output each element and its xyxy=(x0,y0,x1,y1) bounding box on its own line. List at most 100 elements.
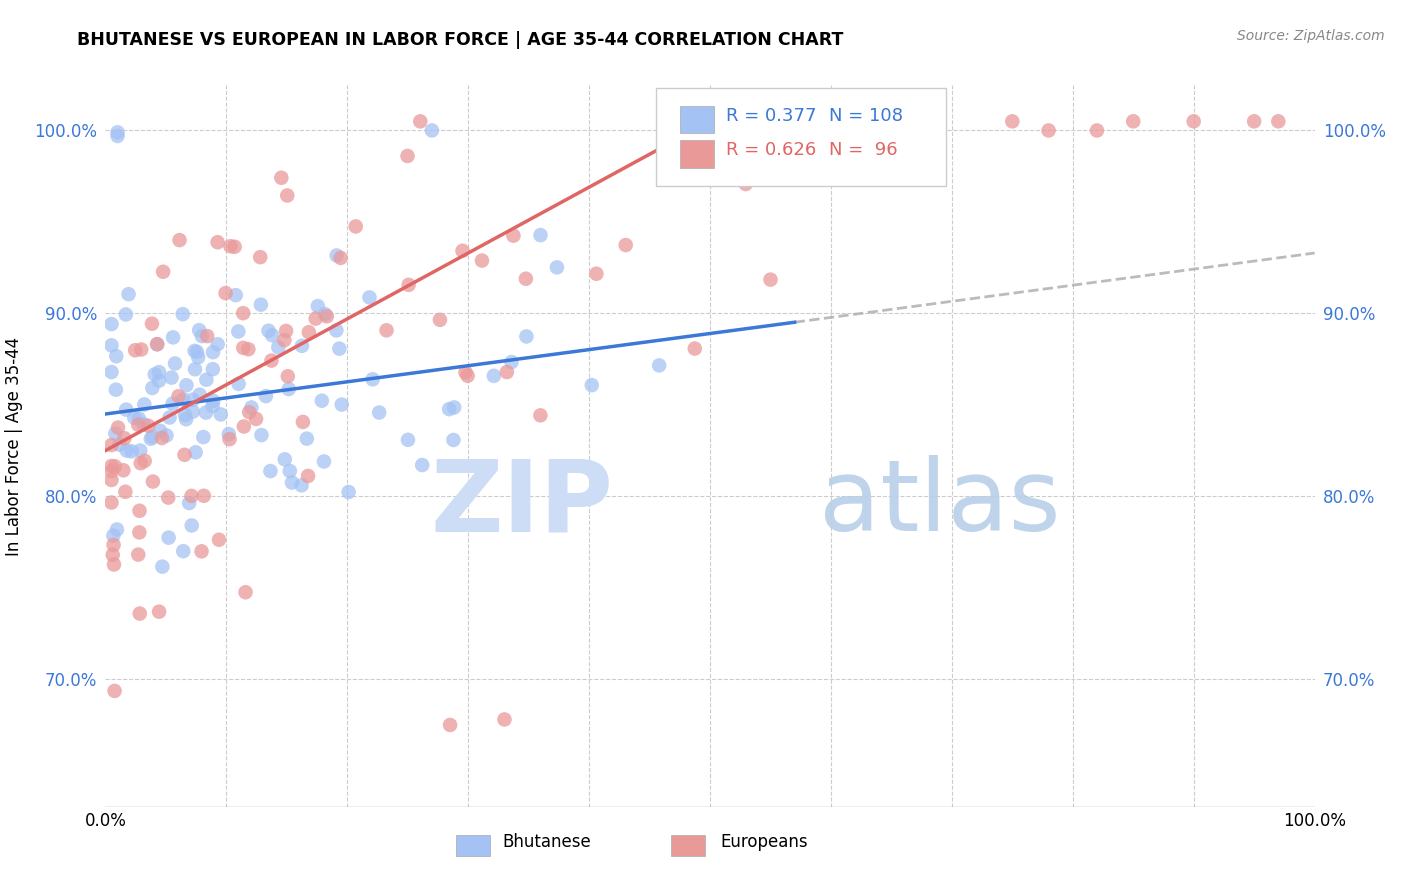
Point xyxy=(201,362,224,376)
FancyBboxPatch shape xyxy=(655,88,946,186)
Point xyxy=(267,340,290,354)
Point xyxy=(325,323,347,337)
Point xyxy=(107,125,129,139)
Point xyxy=(103,684,125,698)
Point xyxy=(315,310,337,324)
Point xyxy=(139,432,162,446)
Point xyxy=(162,397,184,411)
Point xyxy=(148,365,170,379)
Point xyxy=(172,307,194,321)
Point xyxy=(328,342,350,356)
Point xyxy=(396,149,419,163)
Point xyxy=(529,228,551,243)
Point xyxy=(273,333,295,347)
Point xyxy=(1182,114,1205,128)
Point xyxy=(202,394,225,409)
Y-axis label: In Labor Force | Age 35-44: In Labor Force | Age 35-44 xyxy=(6,336,22,556)
Point xyxy=(100,464,122,478)
Point xyxy=(127,548,149,562)
Point xyxy=(614,238,637,252)
Point xyxy=(112,431,135,445)
Point xyxy=(207,337,229,351)
FancyBboxPatch shape xyxy=(681,105,714,133)
Point xyxy=(129,456,152,470)
Point xyxy=(274,452,297,467)
Point xyxy=(104,383,127,397)
Point xyxy=(368,405,391,419)
Text: N = 108: N = 108 xyxy=(828,107,903,125)
Point xyxy=(142,475,165,489)
Point xyxy=(429,313,451,327)
Point xyxy=(312,454,335,468)
Point xyxy=(274,324,297,338)
Point xyxy=(173,448,195,462)
Point xyxy=(195,329,218,343)
Point xyxy=(208,533,231,547)
Text: R = 0.377: R = 0.377 xyxy=(725,107,817,125)
Point xyxy=(193,430,215,444)
Point xyxy=(105,523,128,537)
Point xyxy=(105,349,128,363)
Point xyxy=(143,368,166,382)
Point xyxy=(759,272,782,286)
Point xyxy=(297,469,319,483)
Point xyxy=(311,393,333,408)
Point xyxy=(262,328,284,343)
Point xyxy=(298,325,321,339)
Point xyxy=(141,317,163,331)
Point xyxy=(291,339,314,353)
Point xyxy=(100,317,122,331)
Point xyxy=(290,478,312,492)
Point xyxy=(100,338,122,352)
Point xyxy=(276,188,298,202)
Point xyxy=(325,248,347,262)
Point xyxy=(307,299,329,313)
Point xyxy=(250,428,273,442)
Point xyxy=(648,359,671,373)
Point xyxy=(159,410,181,425)
Point xyxy=(359,290,381,304)
Point xyxy=(124,410,146,425)
Point xyxy=(169,233,191,247)
Point xyxy=(157,491,180,505)
Point xyxy=(152,265,174,279)
FancyBboxPatch shape xyxy=(681,140,714,168)
Point xyxy=(238,343,260,357)
Point xyxy=(150,431,173,445)
Point xyxy=(121,444,143,458)
Point xyxy=(100,365,122,379)
Point xyxy=(184,362,207,376)
Point xyxy=(129,343,152,357)
Point xyxy=(515,271,537,285)
Point xyxy=(250,298,273,312)
Point xyxy=(148,605,170,619)
Point xyxy=(454,365,477,379)
Point xyxy=(115,443,138,458)
Point xyxy=(235,585,257,599)
Point xyxy=(281,475,304,490)
Point xyxy=(160,370,183,384)
Point xyxy=(188,388,211,402)
Point xyxy=(277,369,299,384)
Point xyxy=(193,489,215,503)
Point xyxy=(232,341,254,355)
Point xyxy=(141,381,163,395)
Point xyxy=(880,114,903,128)
Point xyxy=(1267,114,1289,128)
Point xyxy=(707,114,730,128)
Point xyxy=(176,378,198,392)
Point xyxy=(134,454,156,468)
Point xyxy=(277,382,299,396)
Point xyxy=(103,558,125,572)
Point xyxy=(375,323,398,337)
Point xyxy=(128,525,150,540)
Point xyxy=(585,267,607,281)
Point xyxy=(100,495,122,509)
Point xyxy=(1001,114,1024,128)
Point xyxy=(495,365,517,379)
Text: R = 0.626: R = 0.626 xyxy=(725,141,815,159)
Point xyxy=(254,389,277,403)
Point xyxy=(201,399,224,413)
Point xyxy=(174,408,197,422)
Point xyxy=(249,250,271,264)
